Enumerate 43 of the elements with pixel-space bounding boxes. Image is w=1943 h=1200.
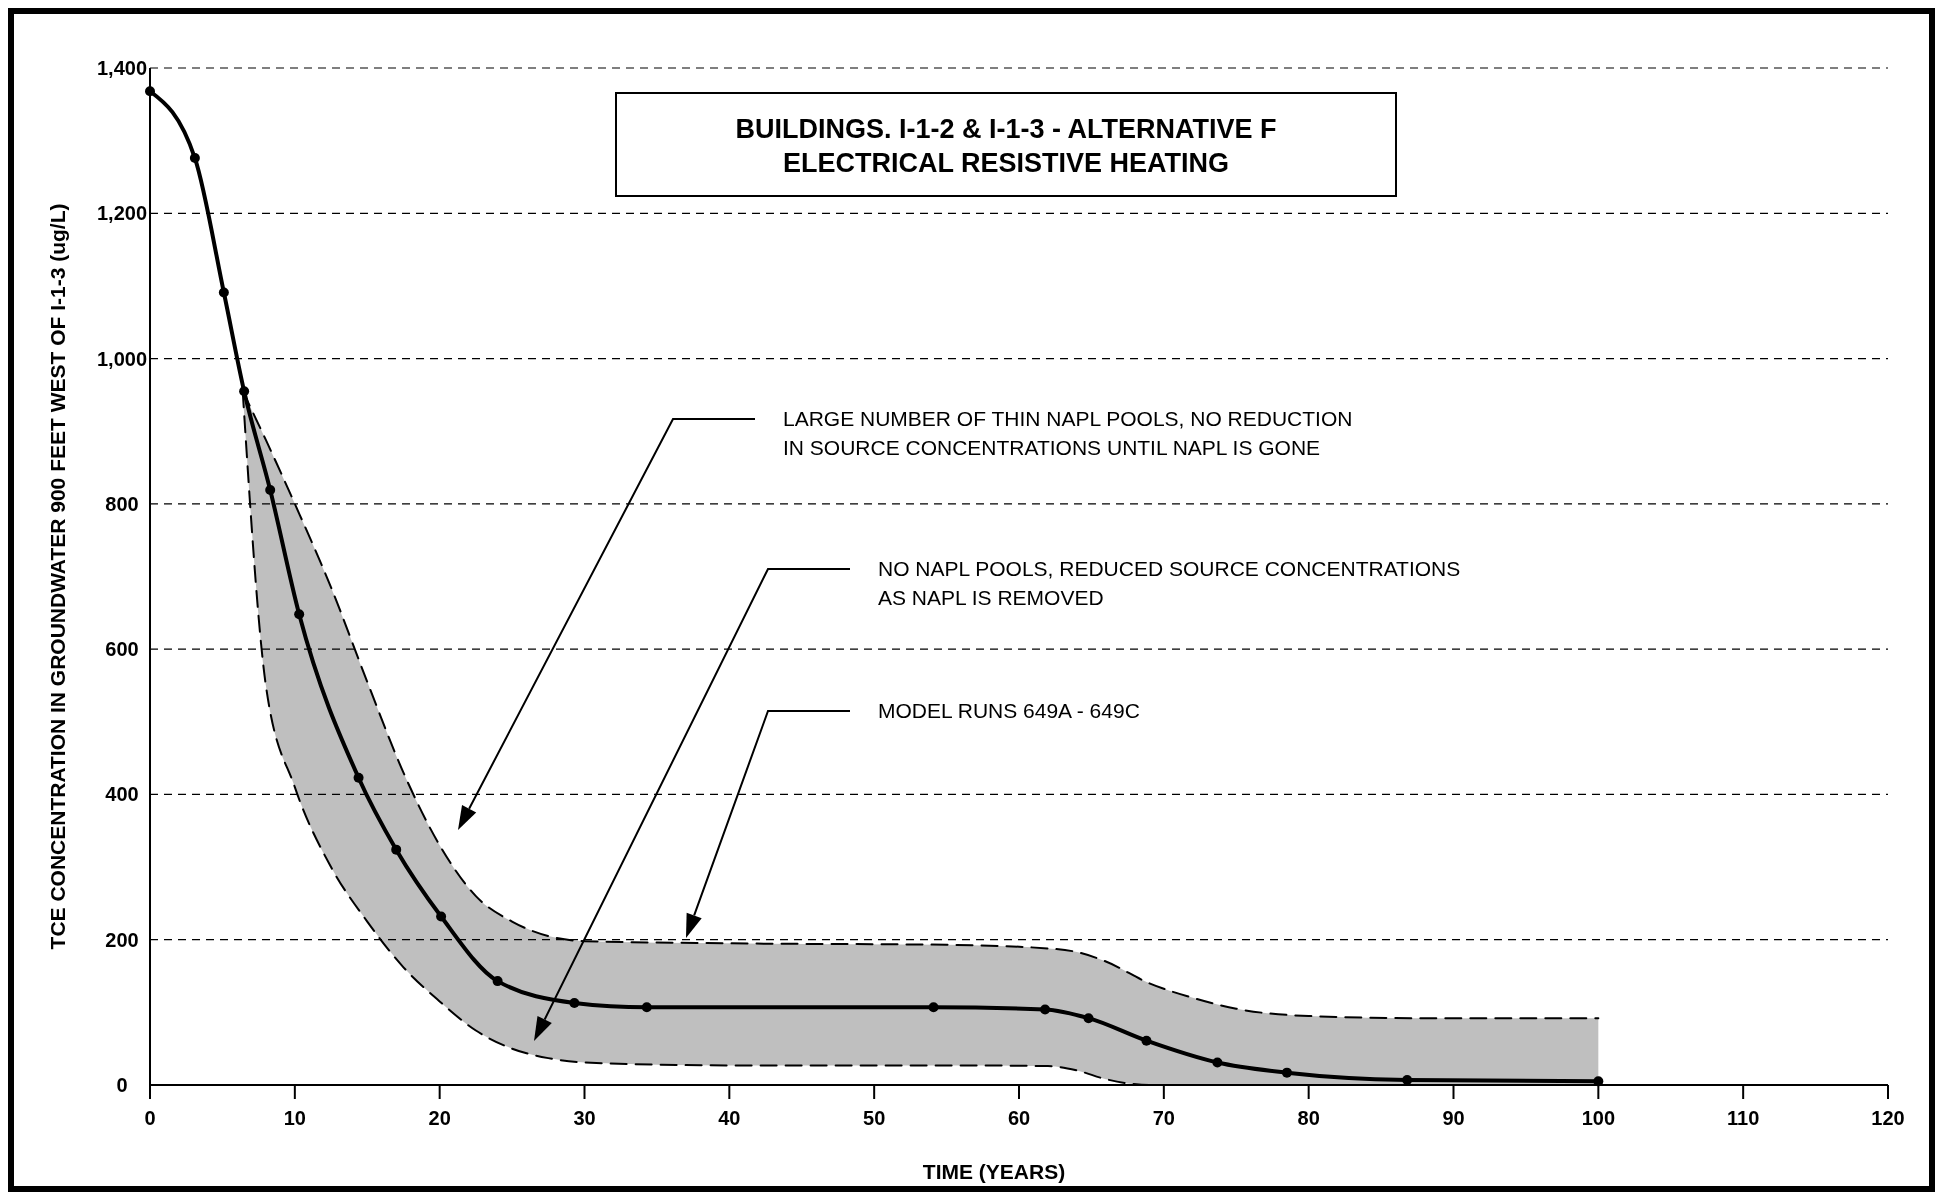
x-tick-label: 80 [1297, 1107, 1320, 1129]
x-tick-label: 100 [1581, 1107, 1616, 1129]
point [189, 153, 200, 164]
x-axis-title: TIME (YEARS) [922, 1160, 1066, 1183]
x-tick-label: 120 [1871, 1107, 1905, 1129]
point [294, 609, 305, 620]
x-tick-label: 40 [718, 1107, 741, 1129]
point [436, 911, 447, 922]
x-tick-label: 70 [1152, 1107, 1175, 1129]
point [641, 1002, 652, 1013]
point [1141, 1035, 1152, 1046]
x-tick-label: 20 [428, 1107, 451, 1129]
y-tick-label: 1,400 [96, 57, 148, 79]
point [391, 844, 402, 855]
point [569, 997, 580, 1008]
y-tick-label: 600 [105, 638, 139, 661]
point [1402, 1074, 1413, 1085]
y-axis-title: TCE CONCENTRATION IN GROUNDWATER 900 FEET WEST OF I-1-3 (ug/L) [46, 203, 69, 950]
point [353, 772, 364, 783]
x-tick-label: 10 [283, 1107, 306, 1129]
y-tick-label: 1,200 [96, 202, 148, 225]
x-tick-label: 60 [1007, 1107, 1031, 1129]
point [265, 485, 276, 496]
y-tick-label: 400 [105, 783, 139, 806]
annotation: LARGE NUMBER OF THIN NAPL POOLS, NO REDUCTION IN SOURCE CONCENTRATIONS UNTIL NAPL IS GONE [783, 407, 1353, 459]
point [1281, 1067, 1292, 1078]
x-tick-label: 50 [863, 1107, 886, 1129]
point [928, 1002, 939, 1013]
annotation: MODEL RUNS 649A - 649C [878, 699, 1140, 722]
text: BUILDINGS. I-1-2 & I-1-3 - ALTERNATIVE F ELECTRICAL RESISTIVE HEATING [735, 114, 1277, 178]
x-tick-label: 110 [1727, 1107, 1760, 1129]
point [1083, 1013, 1094, 1024]
y-tick-label: 200 [105, 928, 139, 951]
x-tick-label: 30 [573, 1107, 596, 1129]
y-tick-label: 1,000 [96, 347, 148, 370]
point [1040, 1004, 1051, 1015]
y-tick-label: 800 [105, 492, 139, 515]
x-tick-label: 90 [1442, 1107, 1465, 1129]
annotation: NO NAPL POOLS, REDUCED SOURCE CONCENTRATIONS AS NAPL IS REMOVED [878, 557, 1461, 609]
point [1212, 1057, 1223, 1068]
y-tick-label: 0 [116, 1074, 128, 1096]
point [218, 287, 229, 298]
point [492, 976, 503, 987]
